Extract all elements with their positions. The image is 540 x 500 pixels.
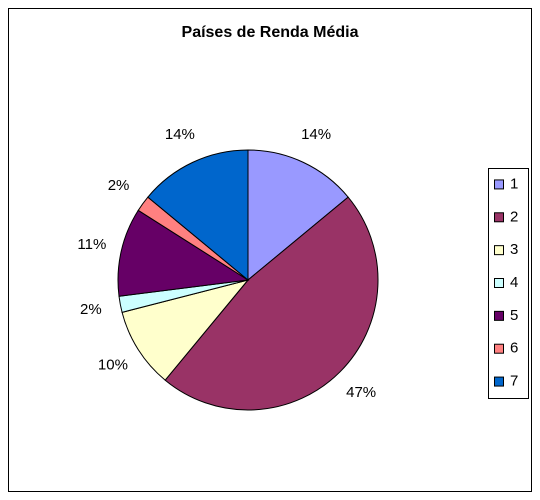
- pie-slice: [117, 209, 250, 297]
- data-label: 14%: [301, 126, 331, 143]
- legend-label: 7: [510, 373, 518, 390]
- legend-label: 1: [510, 175, 518, 192]
- data-label: 14%: [165, 126, 195, 143]
- legend-swatch: [494, 376, 504, 387]
- chart-title: Países de Renda Média: [182, 24, 359, 41]
- legend-swatch: [494, 179, 504, 190]
- data-label: 10%: [98, 357, 128, 374]
- legend-swatch: [494, 212, 504, 223]
- legend-swatch: [494, 343, 504, 354]
- legend-label: 4: [510, 274, 518, 291]
- data-label: 47%: [346, 384, 376, 401]
- legend-label: 3: [510, 241, 518, 258]
- data-label: 2%: [80, 301, 102, 318]
- data-label: 2%: [108, 177, 130, 194]
- pie-slice: [247, 149, 349, 282]
- legend-swatch: [494, 245, 504, 256]
- data-label: 11%: [77, 236, 106, 253]
- pie-slice: [164, 196, 379, 411]
- legend-label: 5: [510, 307, 518, 324]
- legend-swatch: [494, 278, 504, 288]
- pie-slice: [147, 149, 249, 282]
- legend-swatch: [494, 310, 504, 321]
- pie-slice: [121, 279, 250, 381]
- legend-label: 2: [510, 208, 518, 225]
- legend-label: 6: [510, 340, 518, 357]
